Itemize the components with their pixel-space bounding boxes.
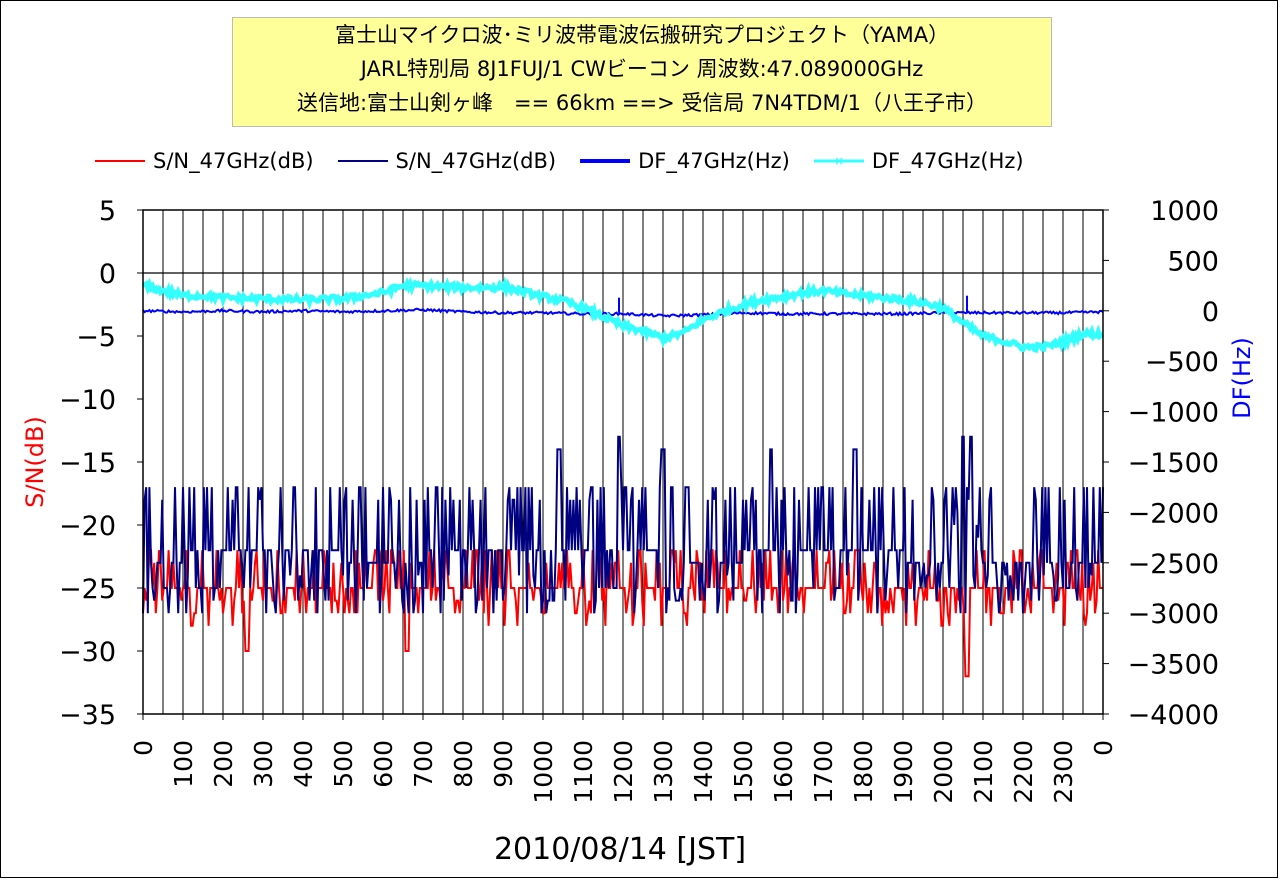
y-right-tick-label: −3500 — [1128, 650, 1219, 681]
x-tick-label: 1000 — [529, 740, 558, 804]
legend-item-df-blue: DF_47GHz(Hz) — [580, 149, 790, 173]
chart-title-line-3: 送信地:富士山剣ヶ峰 == 66km ==> 受信局 7N4TDM/1（八王子市… — [296, 91, 988, 115]
legend-label-sn-red: S/N_47GHz(dB) — [153, 149, 314, 173]
x-tick-label: 900 — [489, 740, 518, 788]
y-right-tick-label: −1000 — [1128, 398, 1219, 429]
x-tick-label: 1900 — [889, 740, 918, 804]
x-tick-label: 600 — [369, 740, 398, 788]
svg-text:×: × — [834, 156, 844, 166]
y-left-tick-label: −35 — [59, 700, 116, 731]
x-tick-label: 400 — [289, 740, 318, 788]
x-tick-label: 800 — [449, 740, 478, 788]
y-right-tick-label: −1500 — [1128, 448, 1219, 479]
y-right-axis-title: DF(Hz) — [1228, 337, 1256, 419]
legend-label-df-cyan: DF_47GHz(Hz) — [871, 149, 1024, 173]
legend-item-sn-navy: S/N_47GHz(dB) — [337, 149, 557, 173]
x-tick-label: 1400 — [689, 740, 718, 804]
legend-label-sn-navy: S/N_47GHz(dB) — [395, 149, 557, 173]
legend-item-sn-red: S/N_47GHz(dB) — [95, 149, 314, 173]
y-left-tick-label: −30 — [59, 637, 116, 668]
x-tick-label: 1700 — [809, 740, 838, 804]
x-tick-label: 300 — [249, 740, 278, 788]
x-tick-label: 1800 — [849, 740, 878, 804]
x-axis-title: 2010/08/14 [JST] — [494, 832, 746, 867]
x-tick-label: 2200 — [1009, 740, 1038, 804]
chart-title-line-2: JARL特別局 8J1FUJ/1 CWビーコン 周波数:47.089000GHz — [360, 57, 924, 81]
y-right-tick-label: −4000 — [1128, 700, 1219, 731]
y-left-axis-title: S/N(dB) — [21, 416, 49, 508]
legend-swatch-navy — [337, 160, 388, 162]
x-tick-label: 500 — [329, 740, 358, 788]
y-right-tick-label: 0 — [1202, 297, 1219, 328]
y-right-tick-label: 1000 — [1150, 196, 1219, 227]
legend-label-df-blue: DF_47GHz(Hz) — [638, 149, 790, 173]
y-left-tick-label: 0 — [99, 259, 116, 290]
x-tick-label: 1600 — [769, 740, 798, 804]
legend: S/N_47GHz(dB) S/N_47GHz(dB) DF_47GHz(Hz)… — [95, 146, 1024, 176]
legend-swatch-cyan: × — [813, 156, 864, 166]
chart-title-box: 富士山マイクロ波･ミリ波帯電波伝搬研究プロジェクト（YAMA） JARL特別局 … — [232, 17, 1052, 127]
y-left-tick-label: −25 — [59, 574, 116, 605]
legend-swatch-red — [95, 160, 145, 162]
x-tick-label: 1200 — [609, 740, 638, 804]
y-left-tick-label: −10 — [59, 385, 116, 416]
x-tick-label: 2000 — [929, 740, 958, 804]
x-tick-label: 1500 — [729, 740, 758, 804]
x-tick-label: 1300 — [649, 740, 678, 804]
series-line-df-cyan — [142, 276, 1105, 354]
y-right-tick-label: −500 — [1145, 347, 1219, 378]
legend-item-df-cyan: × DF_47GHz(Hz) — [813, 149, 1024, 173]
x-tick-label: 2300 — [1049, 740, 1078, 804]
x-tick-label: 0 — [129, 740, 158, 756]
series-line-sn-1 — [142, 435, 1104, 614]
x-tick-label: 2100 — [969, 740, 998, 804]
y-right-tick-label: 500 — [1167, 246, 1219, 277]
x-tick-label: 1100 — [569, 740, 598, 804]
x-tick-label: 200 — [209, 740, 238, 788]
legend-swatch-blue — [580, 159, 631, 163]
x-tick-label: 700 — [409, 740, 438, 788]
y-left-tick-label: −15 — [59, 448, 116, 479]
y-left-tick-label: 5 — [99, 196, 116, 227]
x-tick-label: 0 — [1089, 740, 1118, 756]
y-left-tick-label: −5 — [76, 322, 116, 353]
y-right-tick-label: −2000 — [1128, 498, 1219, 529]
chart-title-line-1: 富士山マイクロ波･ミリ波帯電波伝搬研究プロジェクト（YAMA） — [334, 23, 950, 47]
y-left-tick-label: −20 — [59, 511, 116, 542]
y-right-tick-label: −3000 — [1128, 599, 1219, 630]
y-right-tick-label: −2500 — [1128, 549, 1219, 580]
x-tick-label: 100 — [169, 740, 198, 788]
